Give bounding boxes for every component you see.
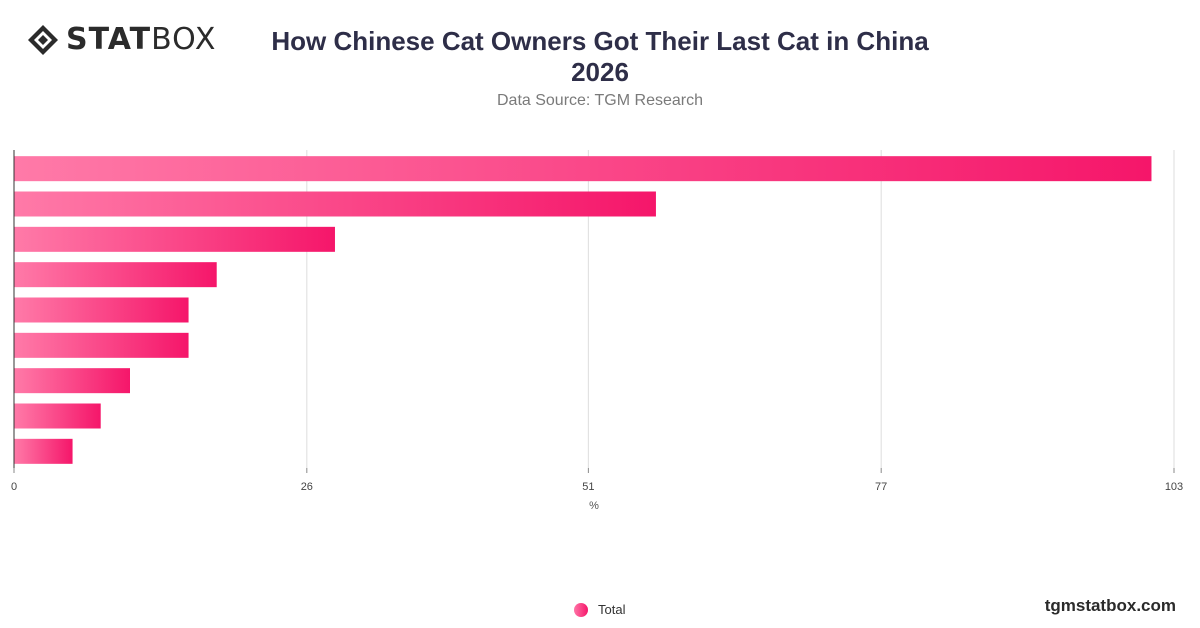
legend-label-total: Total — [598, 602, 626, 617]
bar-1[interactable] — [14, 156, 1152, 182]
bars — [14, 156, 1152, 464]
x-tick-label: 103 — [1165, 481, 1183, 493]
chart-title: How Chinese Cat Owners Got Their Last Ca… — [200, 26, 1000, 88]
legend[interactable]: Total — [574, 602, 625, 617]
x-axis-label: % — [589, 500, 599, 512]
chart-subtitle: Data Source: TGM Research — [496, 92, 703, 109]
x-tick-label: 77 — [875, 481, 887, 493]
bar-4[interactable] — [14, 262, 217, 288]
x-tick-label: 26 — [301, 481, 313, 493]
chart-title-line-2: 2026 — [571, 57, 629, 87]
site-url: tgmstatbox.com — [1044, 596, 1176, 615]
x-tick-label: 51 — [582, 481, 594, 493]
logo-text-bold: STAT — [66, 22, 152, 57]
statbox-logo: STATBOX — [26, 22, 216, 58]
bar-5[interactable] — [14, 297, 189, 323]
bar-3[interactable] — [14, 226, 335, 252]
x-tick-label: 0 — [11, 481, 17, 493]
logo-text-light: BOX — [151, 22, 217, 57]
x-tick-labels: 0 26 51 77 103 — [11, 468, 1183, 493]
logo-text: STATBOX — [66, 22, 216, 58]
bar-7[interactable] — [14, 368, 130, 394]
bar-9[interactable] — [14, 438, 73, 464]
legend-marker — [574, 602, 588, 617]
bar-2[interactable] — [14, 191, 656, 217]
chart-title-line-1: How Chinese Cat Owners Got Their Last Ca… — [271, 26, 929, 56]
bar-8[interactable] — [14, 403, 101, 429]
diamond-logo-icon — [28, 25, 58, 55]
bar-6[interactable] — [14, 332, 189, 358]
